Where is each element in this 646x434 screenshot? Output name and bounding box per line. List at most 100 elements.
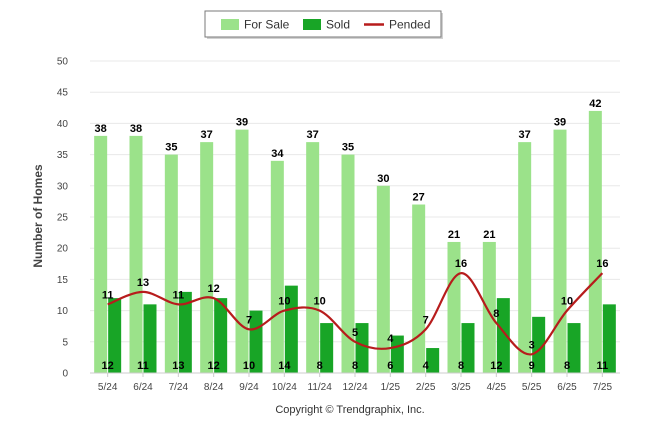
for-sale-value-label: 39	[236, 117, 248, 129]
y-tick-label: 20	[57, 244, 69, 255]
x-tick-label: 10/24	[272, 382, 297, 393]
y-axis-ticks: 0 5 10 15 20 25 30 35 40 45 50	[57, 57, 69, 380]
sold-value-label: 14	[278, 360, 291, 372]
copyright-text: Copyright © Trendgraphix, Inc.	[275, 404, 424, 416]
for-sale-value-label: 37	[307, 129, 319, 141]
y-tick-label: 5	[62, 337, 68, 348]
sold-bar	[214, 298, 228, 373]
legend-label-for-sale: For Sale	[244, 18, 290, 32]
x-tick-label: 3/25	[451, 382, 471, 393]
legend-label-pended: Pended	[389, 18, 430, 32]
x-tick-label: 9/24	[239, 382, 259, 393]
pended-labels: 11 13 11 12 7 10 10 5 4 7 16 8 3 10 16	[102, 258, 609, 351]
pended-value-label: 5	[352, 327, 358, 339]
y-tick-label: 30	[57, 181, 69, 192]
for-sale-value-label: 38	[130, 123, 142, 135]
x-tick-label: 4/25	[487, 382, 507, 393]
for-sale-value-label: 42	[589, 98, 601, 110]
for-sale-bar	[518, 142, 532, 373]
for-sale-value-label: 35	[342, 142, 354, 154]
y-tick-label: 50	[57, 57, 69, 68]
for-sale-bar	[412, 204, 426, 373]
for-sale-value-label: 38	[95, 123, 107, 135]
sold-bar	[143, 304, 157, 373]
sold-value-label: 11	[597, 360, 609, 372]
sold-value-label: 10	[243, 360, 255, 372]
x-tick-label: 7/24	[169, 382, 189, 393]
sold-labels: 12 11 13 12 10 14 8 8 6 4 8 12 9 8 11	[102, 360, 609, 372]
sold-value-label: 8	[564, 360, 570, 372]
sold-bar	[426, 348, 440, 373]
gridlines	[90, 60, 620, 343]
x-tick-label: 1/25	[381, 382, 401, 393]
for-sale-bars	[94, 110, 602, 374]
x-axis-ticks: 5/24 6/24 7/24 8/24 9/24 10/24 11/24 12/24 1/25 2…	[98, 373, 613, 393]
legend-swatch-for-sale	[221, 19, 239, 30]
pended-value-label: 4	[387, 333, 394, 345]
pended-value-label: 7	[246, 314, 252, 326]
sold-value-label: 12	[208, 360, 220, 372]
x-tick-label: 12/24	[342, 382, 367, 393]
for-sale-labels: 38 38 35 37 39 34 37 35 30 27 21 21 37 39 42	[95, 98, 602, 241]
for-sale-value-label: 21	[483, 229, 495, 241]
for-sale-bar	[588, 110, 602, 374]
pended-value-label: 12	[208, 283, 220, 295]
x-tick-label: 11/24	[308, 382, 333, 393]
sold-bar	[108, 298, 122, 373]
sold-value-label: 13	[172, 360, 184, 372]
for-sale-bar	[376, 185, 390, 373]
x-tick-label: 7/25	[593, 382, 613, 393]
y-tick-label: 10	[57, 306, 69, 317]
for-sale-value-label: 34	[271, 148, 284, 160]
x-tick-label: 5/24	[98, 382, 118, 393]
y-tick-label: 40	[57, 119, 69, 130]
for-sale-bar	[482, 241, 496, 373]
sold-bars	[108, 285, 616, 373]
x-tick-label: 8/24	[204, 382, 224, 393]
sold-bar	[355, 323, 369, 373]
y-tick-label: 25	[57, 213, 69, 224]
sold-value-label: 4	[423, 360, 430, 372]
sold-value-label: 8	[458, 360, 464, 372]
y-axis-title: Number of Homes	[31, 164, 45, 268]
pended-value-label: 11	[173, 289, 185, 301]
pended-value-label: 10	[278, 296, 290, 308]
pended-value-label: 10	[561, 296, 573, 308]
sold-value-label: 8	[317, 360, 323, 372]
for-sale-value-label: 21	[448, 229, 460, 241]
pended-value-label: 16	[596, 258, 608, 270]
for-sale-value-label: 37	[201, 129, 213, 141]
pended-value-label: 10	[314, 296, 326, 308]
pended-value-label: 16	[455, 258, 467, 270]
pended-value-label: 13	[137, 277, 149, 289]
y-tick-label: 45	[57, 88, 69, 99]
for-sale-value-label: 35	[165, 142, 177, 154]
legend-label-sold: Sold	[326, 18, 350, 32]
pended-value-label: 7	[423, 314, 429, 326]
x-tick-label: 5/25	[522, 382, 542, 393]
for-sale-bar	[200, 142, 214, 373]
sold-bar	[178, 291, 192, 373]
legend-swatch-sold	[303, 19, 321, 30]
for-sale-value-label: 37	[519, 129, 531, 141]
for-sale-bar	[235, 129, 249, 373]
sold-bar	[496, 298, 510, 373]
for-sale-bar	[270, 160, 284, 373]
y-tick-label: 0	[62, 369, 68, 380]
x-tick-label: 6/24	[133, 382, 153, 393]
sold-value-label: 12	[102, 360, 114, 372]
for-sale-bar	[306, 142, 320, 373]
for-sale-bar	[164, 154, 178, 373]
for-sale-value-label: 30	[377, 173, 389, 185]
sold-value-label: 12	[490, 360, 502, 372]
sold-bar	[532, 316, 546, 373]
for-sale-bar	[341, 154, 355, 373]
for-sale-value-label: 27	[413, 192, 425, 204]
pended-value-label: 11	[102, 289, 114, 301]
x-tick-label: 2/25	[416, 382, 436, 393]
y-tick-label: 15	[57, 275, 69, 286]
sold-bar	[602, 304, 616, 373]
sold-value-label: 6	[387, 360, 393, 372]
sold-value-label: 9	[529, 360, 535, 372]
